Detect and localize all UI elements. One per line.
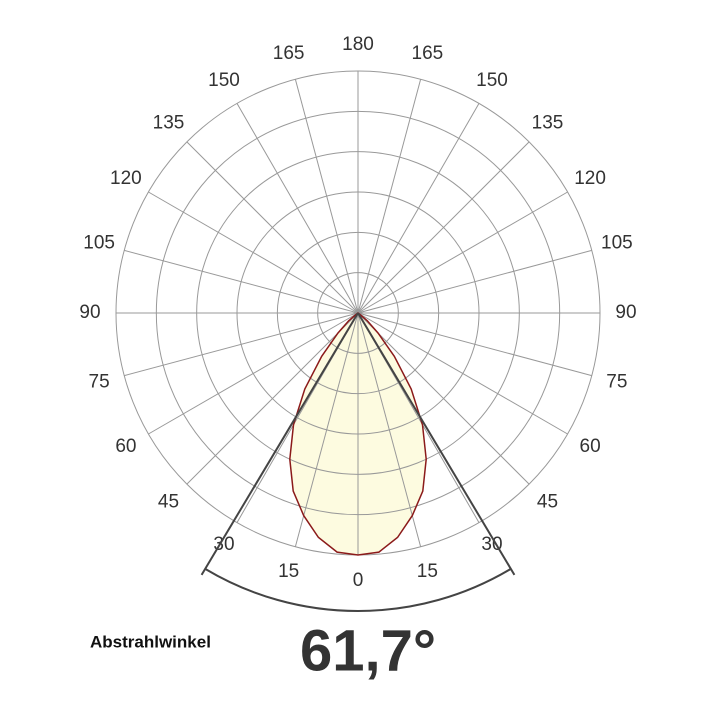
angle-label: 120 <box>574 168 606 189</box>
grid-spoke <box>294 312 359 547</box>
beam-line <box>200 312 359 576</box>
angle-label: 30 <box>213 534 234 555</box>
angle-label: 45 <box>158 492 179 513</box>
grid-spoke <box>357 79 422 314</box>
grid-spoke <box>236 103 359 314</box>
intensity-outline <box>289 312 427 556</box>
grid-spoke <box>357 141 530 314</box>
grid-spoke <box>357 312 422 547</box>
beam-angle-label: 61,7° <box>300 618 436 683</box>
angle-label: 165 <box>273 43 305 64</box>
angle-label: 15 <box>278 561 299 582</box>
angle-label: 150 <box>208 70 240 91</box>
angle-label: 0 <box>353 570 364 591</box>
angle-label: 165 <box>412 43 444 64</box>
grid-spoke <box>294 79 359 314</box>
grid-spoke <box>357 103 480 314</box>
beam-label: Abstrahlwinkel <box>90 632 211 651</box>
angle-label: 90 <box>79 302 100 323</box>
angle-label: 75 <box>89 371 110 392</box>
angle-label: 150 <box>476 70 508 91</box>
angle-label: 30 <box>481 534 502 555</box>
grid-spoke <box>186 312 359 485</box>
angle-label: 120 <box>110 168 142 189</box>
beam-arc <box>204 567 512 612</box>
grid-spoke <box>148 312 359 435</box>
grid-spoke <box>148 191 359 314</box>
grid-spoke <box>124 312 359 377</box>
angle-label: 15 <box>417 561 438 582</box>
angle-label: 75 <box>606 371 627 392</box>
angle-label: 90 <box>615 302 636 323</box>
angle-label: 180 <box>342 34 374 55</box>
grid-spoke <box>357 312 568 435</box>
grid-spoke <box>357 312 530 485</box>
grid-spoke <box>124 249 359 314</box>
angle-label: 105 <box>601 233 633 254</box>
angle-label: 135 <box>153 113 185 134</box>
grid-spoke <box>357 249 592 314</box>
angle-label: 45 <box>537 492 558 513</box>
grid-spoke <box>357 191 568 314</box>
angle-label: 60 <box>580 436 601 457</box>
angle-label: 135 <box>532 113 564 134</box>
grid-spoke <box>357 312 592 377</box>
beam-line <box>357 312 516 576</box>
angle-label: 60 <box>115 436 136 457</box>
grid-spoke <box>186 141 359 314</box>
angle-label: 105 <box>83 233 115 254</box>
